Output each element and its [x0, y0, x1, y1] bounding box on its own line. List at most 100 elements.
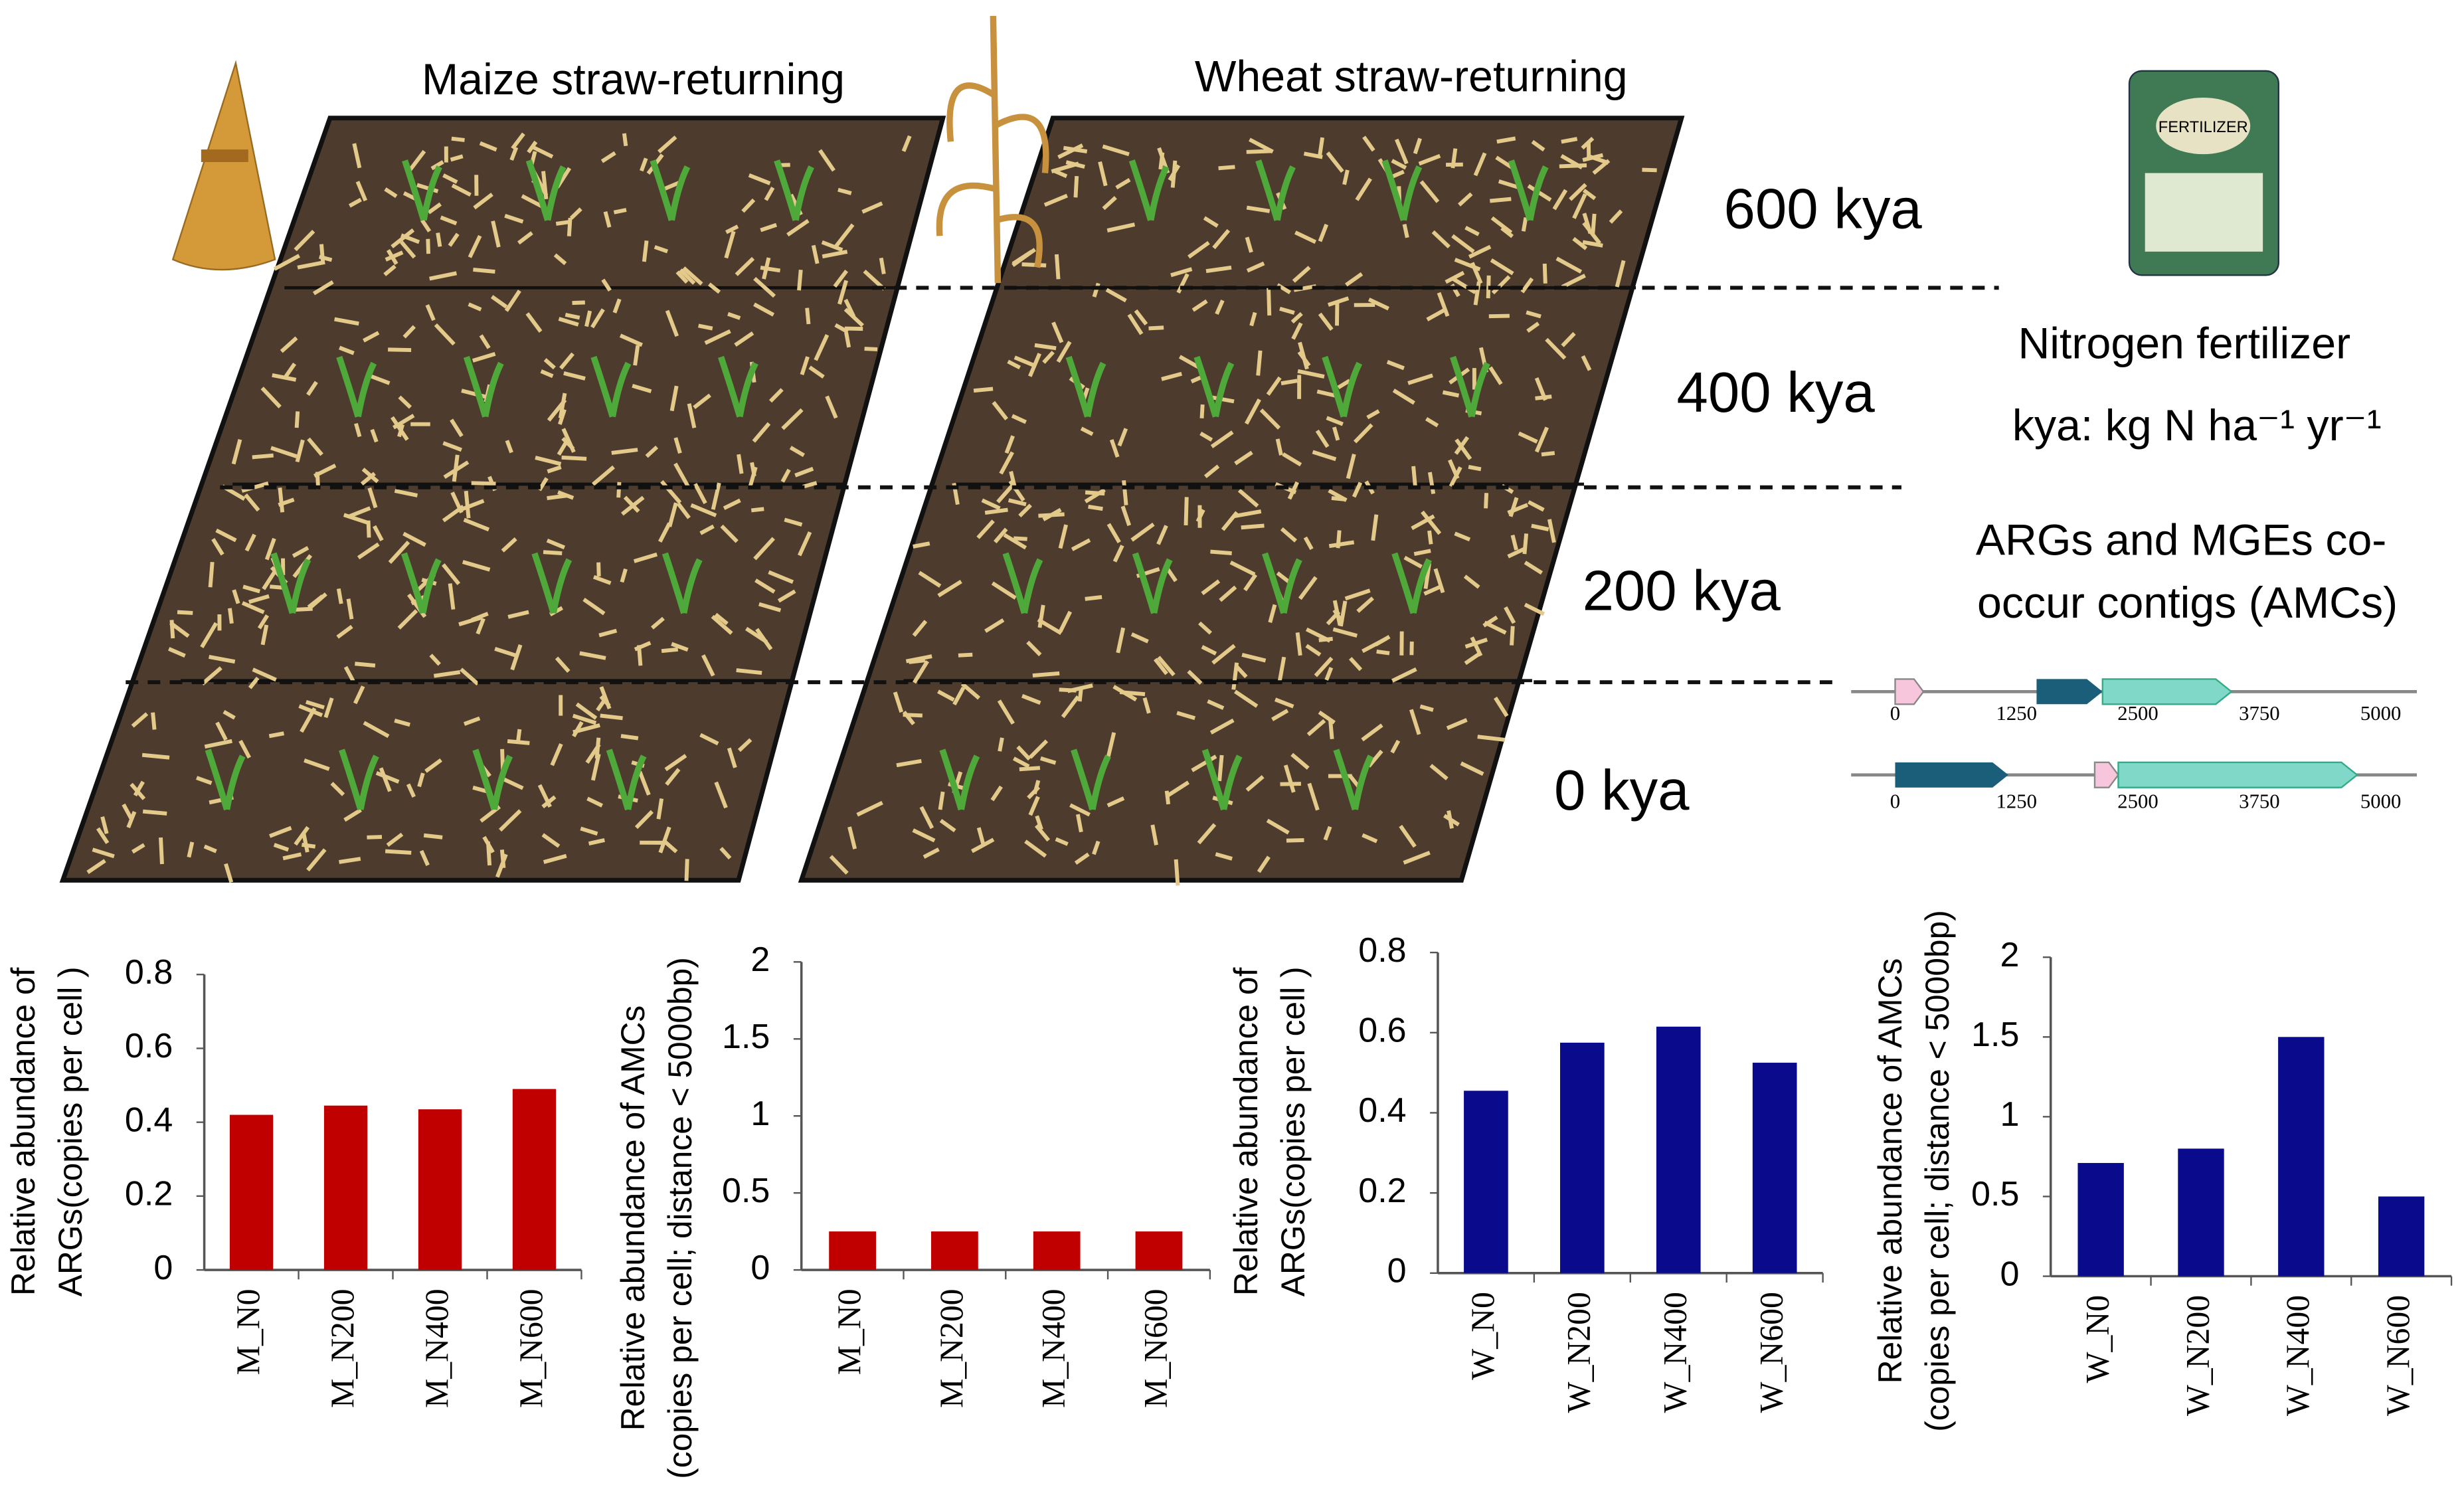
straw: [582, 597, 606, 616]
straw: [572, 300, 585, 306]
seedling: [606, 749, 647, 811]
straw: [1534, 426, 1549, 453]
straw: [442, 173, 458, 184]
x-tick-label: M_N400: [418, 1288, 455, 1407]
straw: [1403, 555, 1423, 569]
straw: [490, 295, 508, 309]
straw: [1241, 653, 1267, 663]
straw: [1116, 627, 1126, 654]
straw: [393, 414, 415, 430]
straw: [1170, 160, 1178, 188]
straw: [425, 304, 436, 321]
straw: [584, 310, 592, 327]
straw: [383, 264, 396, 276]
straw: [1535, 395, 1552, 400]
straw: [1353, 423, 1373, 444]
straw: [436, 232, 442, 247]
straw: [1547, 519, 1556, 543]
straw: [464, 716, 481, 726]
straw: [1437, 292, 1450, 317]
straw: [442, 441, 462, 452]
straw: [260, 624, 269, 646]
straw: [825, 395, 838, 419]
straw: [1454, 531, 1471, 542]
straw: [707, 282, 721, 294]
straw: [1318, 636, 1333, 642]
straw: [640, 157, 648, 172]
seedling: [472, 749, 513, 811]
straw: [905, 654, 932, 664]
straw: [96, 827, 110, 844]
straw: [727, 311, 741, 320]
straw: [1188, 240, 1210, 259]
straw: [834, 223, 855, 248]
straw: [379, 767, 392, 792]
straw: [546, 538, 566, 550]
straw: [797, 531, 812, 557]
straw: [540, 369, 554, 379]
straw: [671, 642, 689, 652]
gene-tick-label: 5000: [2360, 702, 2402, 725]
straw: [417, 772, 425, 788]
straw: [330, 782, 345, 796]
straw: [491, 221, 501, 248]
straw: [784, 517, 803, 527]
straw: [802, 481, 818, 489]
straw: [278, 487, 285, 513]
straw: [794, 466, 814, 478]
y-tick-label: 1.5: [722, 1018, 770, 1056]
straw: [699, 524, 715, 535]
y-tick-label: 1.5: [1971, 1016, 2019, 1054]
straw: [603, 211, 612, 228]
straw: [1257, 855, 1271, 873]
straw: [1507, 547, 1525, 559]
straw: [306, 699, 325, 710]
straw: [1361, 723, 1383, 742]
straw: [1403, 850, 1431, 865]
y-tick-label: 2: [2000, 936, 2019, 974]
straw: [339, 345, 355, 355]
straw: [1527, 184, 1552, 202]
straw: [370, 428, 379, 443]
straw: [1324, 667, 1334, 681]
straw: [960, 682, 981, 700]
straw: [1268, 604, 1277, 623]
straw: [1520, 277, 1534, 294]
straw: [1176, 273, 1189, 294]
y-axis-label: Relative abundance of: [1227, 968, 1265, 1296]
y-axis-label: Relative abundance of: [5, 968, 42, 1296]
straw: [151, 712, 157, 730]
straw: [384, 187, 398, 199]
x-tick-label: W_N600: [2380, 1295, 2416, 1416]
straw: [1582, 213, 1593, 234]
bar: [2278, 1037, 2325, 1277]
straw: [1229, 561, 1256, 577]
straw: [768, 388, 784, 403]
straw: [1402, 224, 1409, 238]
amc-title: occur contigs (AMCs): [1977, 578, 2398, 628]
straw: [833, 270, 849, 288]
straw: [558, 408, 567, 425]
straw: [1115, 178, 1131, 190]
straw: [760, 266, 781, 273]
straw: [1084, 488, 1106, 503]
straw: [1130, 522, 1155, 542]
straw: [1291, 322, 1303, 340]
straw: [634, 641, 652, 652]
straw: [1106, 732, 1116, 757]
y-tick-label: 0: [2000, 1255, 2019, 1293]
straw: [1130, 632, 1149, 644]
straw: [1279, 306, 1295, 315]
straw: [406, 783, 416, 798]
straw: [543, 358, 556, 370]
x-tick-label: M_N0: [230, 1288, 266, 1375]
straw: [620, 568, 628, 583]
straw: [1418, 153, 1441, 166]
straw: [398, 395, 412, 409]
gene-tick-label: 2500: [2117, 790, 2158, 812]
straw: [1337, 379, 1351, 390]
straw: [1518, 431, 1538, 444]
bar: [229, 1114, 274, 1271]
straw: [450, 418, 464, 438]
straw: [1425, 416, 1439, 428]
